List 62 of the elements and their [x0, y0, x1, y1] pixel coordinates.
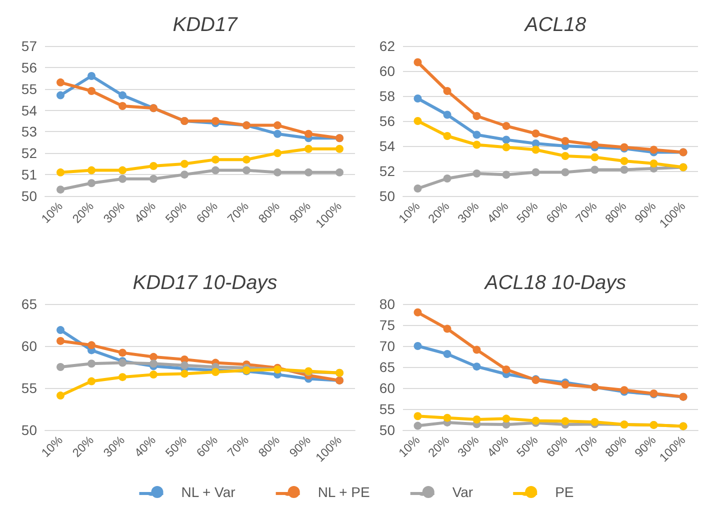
- y-tick-label: 53: [21, 124, 38, 140]
- y-tick-label: 50: [379, 188, 396, 204]
- x-tick-label: 70%: [224, 432, 252, 460]
- x-tick-label: 40%: [132, 432, 159, 460]
- x-tick-label: 60%: [543, 432, 570, 460]
- x-tick-label: 40%: [132, 198, 159, 226]
- legend-label: NL + PE: [318, 484, 370, 500]
- y-tick-label: 50: [379, 422, 396, 438]
- x-tick-label: 50%: [162, 432, 190, 460]
- chart-title: ACL18 10-Days: [484, 272, 626, 294]
- x-tick-label: 90%: [632, 198, 659, 226]
- x-tick-label: 30%: [454, 198, 482, 226]
- y-tick-label: 58: [379, 88, 396, 104]
- x-tick-label: 30%: [100, 432, 128, 460]
- y-tick-label: 62: [379, 38, 396, 54]
- y-tick-label: 75: [379, 317, 396, 333]
- x-tick-label: 50%: [514, 198, 541, 226]
- y-tick-label: 55: [379, 401, 396, 417]
- y-tick-label: 65: [379, 359, 396, 375]
- legend-label: Var: [452, 484, 474, 500]
- y-tick-label: 60: [379, 380, 396, 396]
- x-tick-label: 90%: [286, 198, 314, 226]
- chart-title: KDD17 10-Days: [132, 272, 278, 294]
- y-tick-label: 70: [379, 338, 396, 354]
- x-tick-label: 80%: [602, 432, 630, 460]
- y-tick-label: 50: [21, 422, 38, 438]
- x-tick-label: 70%: [572, 432, 600, 460]
- x-tick-label: 90%: [632, 432, 659, 460]
- x-tick-label: 80%: [256, 198, 283, 226]
- x-tick-label: 50%: [162, 198, 190, 226]
- y-tick-label: 54: [21, 102, 38, 118]
- x-tick-label: 50%: [514, 432, 541, 460]
- y-tick-label: 56: [21, 59, 38, 76]
- chart-title: ACL18: [524, 14, 586, 36]
- y-tick-label: 50: [21, 188, 38, 204]
- x-tick-label: 90%: [286, 432, 314, 460]
- x-tick-label: 60%: [194, 198, 221, 226]
- y-tick-label: 60: [21, 338, 38, 354]
- y-tick-label: 52: [21, 145, 38, 162]
- x-tick-label: 60%: [543, 198, 570, 226]
- y-tick-label: 60: [379, 63, 396, 79]
- legend-label: PE: [555, 484, 574, 500]
- y-tick-label: 51: [21, 166, 38, 183]
- x-tick-label: 80%: [256, 432, 283, 460]
- y-tick-label: 80: [379, 296, 396, 312]
- y-tick-label: 57: [21, 38, 38, 54]
- y-tick-label: 55: [21, 80, 38, 97]
- y-tick-label: 56: [379, 113, 396, 129]
- y-tick-label: 65: [21, 296, 38, 312]
- legend-label: NL + Var: [181, 484, 236, 500]
- x-tick-label: 40%: [484, 198, 512, 226]
- x-tick-label: 70%: [224, 198, 252, 226]
- x-tick-label: 60%: [194, 432, 221, 460]
- x-tick-label: 30%: [100, 198, 128, 226]
- y-tick-label: 52: [379, 163, 396, 179]
- chart-title: KDD17: [172, 14, 238, 36]
- x-tick-label: 80%: [602, 198, 630, 226]
- y-tick-label: 55: [21, 380, 38, 396]
- x-tick-label: 40%: [484, 432, 512, 460]
- y-tick-label: 54: [379, 138, 396, 154]
- x-tick-label: 70%: [572, 198, 600, 226]
- x-tick-label: 30%: [454, 432, 482, 460]
